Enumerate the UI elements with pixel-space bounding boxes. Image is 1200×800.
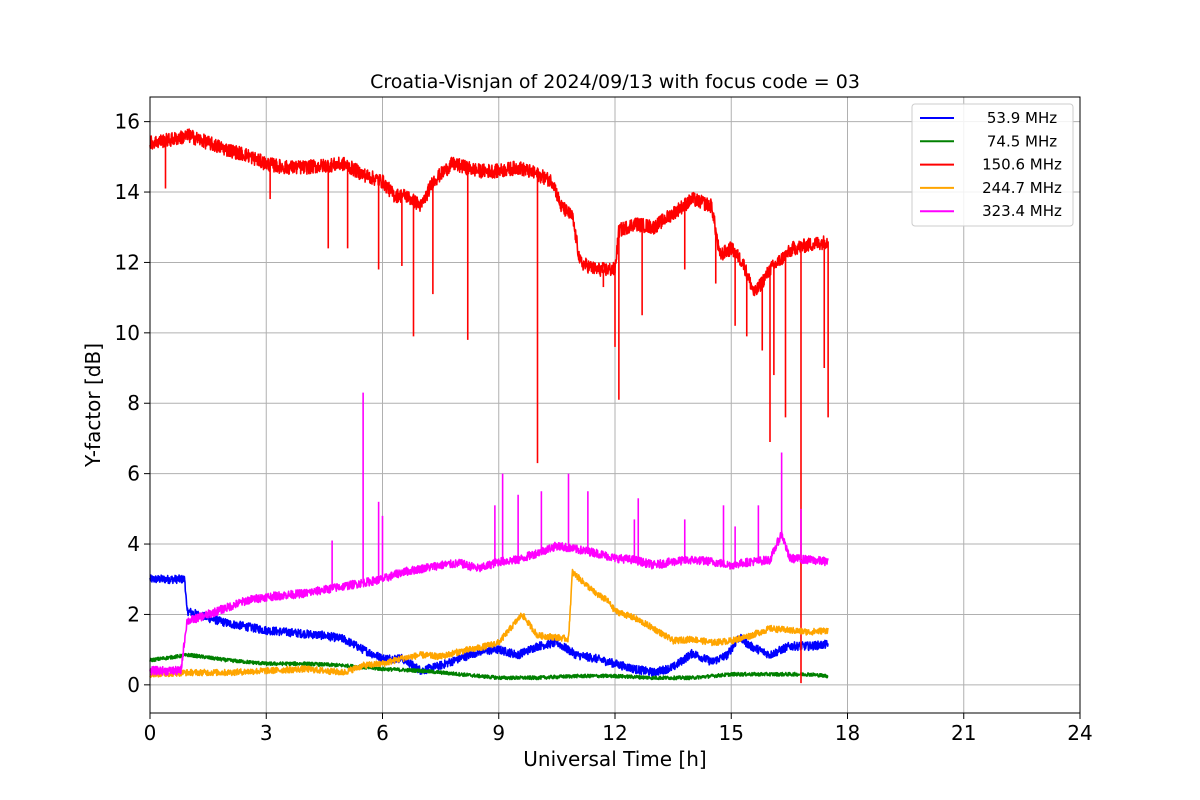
y-tick-label: 12 <box>115 250 140 274</box>
x-tick-label: 21 <box>951 721 976 745</box>
y-tick-label: 8 <box>127 391 140 415</box>
y-axis-label: Y-factor [dB] <box>81 343 105 468</box>
y-tick-label: 6 <box>127 462 140 486</box>
series-3 <box>149 568 829 678</box>
y-tick-label: 10 <box>115 321 140 345</box>
x-tick-label: 9 <box>492 721 505 745</box>
y-tick-label: 2 <box>127 602 140 626</box>
x-tick-label: 24 <box>1067 721 1092 745</box>
series-0 <box>149 574 829 677</box>
series-line <box>149 574 829 677</box>
series-layer <box>149 128 829 684</box>
y-tick-label: 14 <box>115 180 140 204</box>
series-line <box>149 531 829 676</box>
series-line <box>149 568 829 678</box>
series-1 <box>149 652 829 681</box>
series-4 <box>149 392 829 676</box>
legend-label: 74.5 MHz <box>987 132 1057 150</box>
legend-box <box>911 103 1074 227</box>
series-2 <box>149 128 829 684</box>
x-tick-label: 15 <box>719 721 744 745</box>
x-tick-label: 12 <box>602 721 627 745</box>
x-tick-label: 18 <box>835 721 860 745</box>
y-tick-label: 4 <box>127 532 140 556</box>
chart-title: Croatia-Visnjan of 2024/09/13 with focus… <box>370 71 860 93</box>
legend-label: 244.7 MHz <box>982 179 1062 197</box>
y-tick-label: 0 <box>127 673 140 697</box>
series-line <box>149 652 829 681</box>
legend-label: 323.4 MHz <box>982 202 1062 220</box>
legend-label: 150.6 MHz <box>982 156 1062 174</box>
legend: 53.9 MHz 74.5 MHz 150.6 MHz 244.7 MHz 32… <box>911 103 1074 227</box>
x-axis-label: Universal Time [h] <box>523 747 706 771</box>
x-tick-label: 3 <box>260 721 273 745</box>
x-tick-label: 0 <box>144 721 157 745</box>
series-line <box>149 128 829 297</box>
x-tick-label: 6 <box>376 721 389 745</box>
y-tick-label: 16 <box>115 110 140 134</box>
legend-label: 53.9 MHz <box>987 109 1057 127</box>
